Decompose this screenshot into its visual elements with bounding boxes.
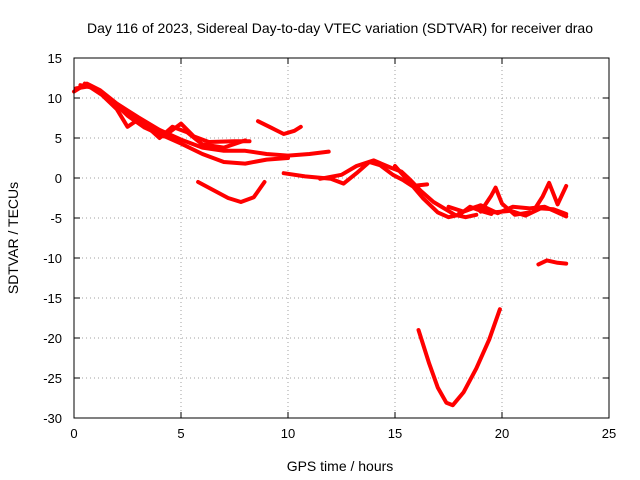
series-track-13 <box>532 180 569 212</box>
series-track-12 <box>478 185 532 217</box>
series-track-6 <box>196 180 267 204</box>
grid <box>74 58 609 418</box>
series-layer <box>72 81 569 408</box>
y-tick-label: -30 <box>43 411 62 426</box>
x-tick-labels: 0 5 10 15 20 25 <box>70 426 616 441</box>
chart-title: Day 116 of 2023, Sidereal Day-to-day VTE… <box>87 20 593 36</box>
y-tick-label: -5 <box>50 211 62 226</box>
series-track-15 <box>536 258 569 267</box>
series-track-5 <box>256 119 303 136</box>
y-tick-labels: -30 -25 -20 -15 -10 -5 0 5 10 15 <box>43 51 62 426</box>
y-tick-label: -15 <box>43 291 62 306</box>
y-axis-label: SDTVAR / TECUs <box>5 182 21 294</box>
y-tick-label: -20 <box>43 331 62 346</box>
plot-frame <box>73 57 610 419</box>
series-track-14 <box>416 307 502 408</box>
x-tick-label: 25 <box>602 426 616 441</box>
series-track-4 <box>82 81 248 150</box>
y-tick-label: 5 <box>55 131 62 146</box>
x-tick-label: 10 <box>281 426 295 441</box>
x-tick-label: 0 <box>70 426 77 441</box>
x-tick-label: 20 <box>495 426 509 441</box>
y-tick-label: 0 <box>55 171 62 186</box>
x-tick-label: 15 <box>388 426 402 441</box>
series-track-9 <box>393 164 494 220</box>
y-tick-label: -10 <box>43 251 62 266</box>
axis-ticks <box>73 57 610 419</box>
x-tick-label: 5 <box>177 426 184 441</box>
y-tick-label: 10 <box>48 91 62 106</box>
y-tick-label: -25 <box>43 371 62 386</box>
y-tick-label: 15 <box>48 51 62 66</box>
x-axis-label: GPS time / hours <box>287 458 394 474</box>
